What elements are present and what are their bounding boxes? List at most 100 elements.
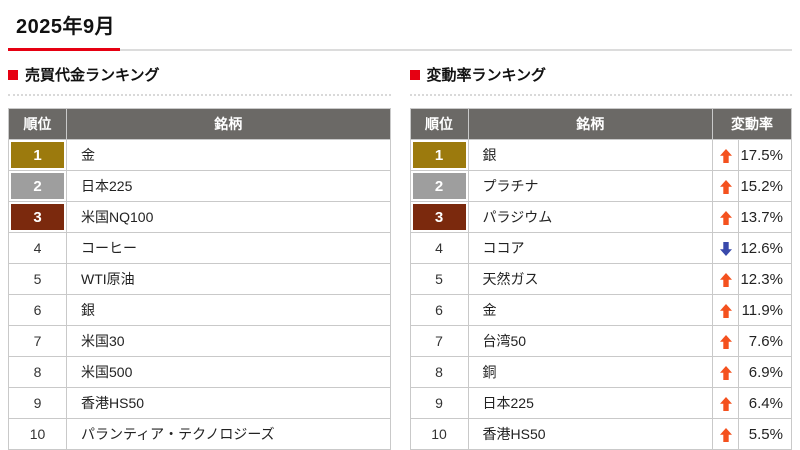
rank-cell: 3 bbox=[409, 201, 469, 233]
table-row: 2 プラチナ 15.2% bbox=[409, 170, 792, 202]
rank-cell: 1 bbox=[8, 139, 67, 171]
change-rate-cell: 11.9% bbox=[738, 294, 792, 326]
rank-cell: 2 bbox=[409, 170, 469, 202]
column-header: 変動率 bbox=[712, 108, 792, 140]
rank-cell: 5 bbox=[8, 263, 67, 295]
table-row: 2 日本225 bbox=[8, 170, 391, 202]
rank-cell: 8 bbox=[409, 356, 469, 388]
rank-cell: 9 bbox=[409, 387, 469, 419]
column-header: 順位 bbox=[8, 108, 67, 140]
table-row: 9 日本225 6.4% bbox=[409, 387, 792, 419]
symbol-name-cell: 金 bbox=[66, 139, 391, 171]
table-row: 7 米国30 bbox=[8, 325, 391, 357]
symbol-name-cell: 天然ガス bbox=[467, 263, 713, 295]
up-arrow-icon bbox=[719, 304, 732, 319]
change-rate-cell: 6.9% bbox=[738, 356, 792, 388]
section-header: 売買代金ランキング bbox=[8, 64, 391, 85]
change-rate-cell: 12.6% bbox=[738, 232, 792, 264]
direction-arrow-cell bbox=[712, 139, 739, 171]
change-rate-cell: 5.5% bbox=[738, 418, 792, 450]
rank-cell: 7 bbox=[409, 325, 469, 357]
symbol-name-cell: 銅 bbox=[467, 356, 713, 388]
section-title: 変動率ランキング bbox=[426, 67, 547, 84]
trading-value-ranking-table: 順位 銘柄 1 金 2 日本225 3 米国NQ100 4 コーヒー 5 WTI原油 6 銀 7 米国30 8 米… bbox=[8, 108, 391, 450]
rank-cell: 7 bbox=[8, 325, 67, 357]
direction-arrow-cell bbox=[712, 263, 739, 295]
symbol-name-cell: 日本225 bbox=[467, 387, 713, 419]
table-row: 8 銅 6.9% bbox=[409, 356, 792, 388]
up-arrow-icon bbox=[719, 366, 732, 381]
symbol-name-cell: 日本225 bbox=[66, 170, 391, 202]
symbol-name-cell: 米国NQ100 bbox=[66, 201, 391, 233]
dotted-divider bbox=[409, 94, 792, 96]
up-arrow-icon bbox=[719, 149, 732, 164]
direction-arrow-cell bbox=[712, 232, 739, 264]
change-rate-cell: 17.5% bbox=[738, 139, 792, 171]
ranking-columns: 売買代金ランキング 順位 銘柄 1 金 2 日本225 3 米国NQ100 4 コーヒー 5 WTI原… bbox=[0, 51, 800, 450]
change-rate-ranking-table: 順位 銘柄 変動率 1 銀 17.5% 2 プラチナ 15.2% 3 パラジウム 13.7% 4 ココア 1… bbox=[409, 108, 792, 450]
dotted-divider bbox=[8, 94, 391, 96]
symbol-name-cell: 銀 bbox=[467, 139, 713, 171]
direction-arrow-cell bbox=[712, 201, 739, 233]
symbol-name-cell: 香港HS50 bbox=[467, 418, 713, 450]
change-rate-cell: 15.2% bbox=[738, 170, 792, 202]
symbol-name-cell: WTI原油 bbox=[66, 263, 391, 295]
up-arrow-icon bbox=[719, 397, 732, 412]
symbol-name-cell: パランティア・テクノロジーズ bbox=[66, 418, 391, 450]
symbol-name-cell: パラジウム bbox=[467, 201, 713, 233]
table-row: 4 コーヒー bbox=[8, 232, 391, 264]
section-trading-value-ranking: 売買代金ランキング 順位 銘柄 1 金 2 日本225 3 米国NQ100 4 コーヒー 5 WTI原… bbox=[8, 51, 391, 450]
table-row: 3 パラジウム 13.7% bbox=[409, 201, 792, 233]
up-arrow-icon bbox=[719, 211, 732, 226]
title-divider-red-segment bbox=[8, 48, 120, 51]
rank-cell: 8 bbox=[8, 356, 67, 388]
column-header: 銘柄 bbox=[66, 108, 391, 140]
table-row: 4 ココア 12.6% bbox=[409, 232, 792, 264]
rank-cell: 1 bbox=[409, 139, 469, 171]
table-row: 7 台湾50 7.6% bbox=[409, 325, 792, 357]
rank-cell: 9 bbox=[8, 387, 67, 419]
table-row: 5 WTI原油 bbox=[8, 263, 391, 295]
direction-arrow-cell bbox=[712, 170, 739, 202]
section-title: 売買代金ランキング bbox=[25, 67, 160, 84]
change-rate-cell: 13.7% bbox=[738, 201, 792, 233]
up-arrow-icon bbox=[719, 335, 732, 350]
symbol-name-cell: ココア bbox=[467, 232, 713, 264]
change-rate-cell: 6.4% bbox=[738, 387, 792, 419]
monthly-ranking-page: 2025年9月 売買代金ランキング 順位 銘柄 1 金 2 日本225 3 米国NQ100 4 コ… bbox=[0, 10, 800, 450]
table-row: 5 天然ガス 12.3% bbox=[409, 263, 792, 295]
symbol-name-cell: 金 bbox=[467, 294, 713, 326]
up-arrow-icon bbox=[719, 428, 732, 443]
table-row: 9 香港HS50 bbox=[8, 387, 391, 419]
table-row: 6 金 11.9% bbox=[409, 294, 792, 326]
rank-cell: 10 bbox=[8, 418, 67, 450]
rank-medal-badge: 3 bbox=[412, 204, 466, 230]
symbol-name-cell: プラチナ bbox=[467, 170, 713, 202]
rank-medal-badge: 1 bbox=[11, 142, 64, 168]
column-header: 銘柄 bbox=[467, 108, 713, 140]
page-title: 2025年9月 bbox=[16, 16, 116, 38]
column-header: 順位 bbox=[409, 108, 469, 140]
section-change-rate-ranking: 変動率ランキング 順位 銘柄 変動率 1 銀 17.5% 2 プラチナ 15.2% 3 パラジウム 1… bbox=[409, 51, 792, 450]
symbol-name-cell: 銀 bbox=[66, 294, 391, 326]
change-rate-cell: 12.3% bbox=[738, 263, 792, 295]
direction-arrow-cell bbox=[712, 325, 739, 357]
rank-medal-badge: 1 bbox=[412, 142, 466, 168]
rank-cell: 6 bbox=[8, 294, 67, 326]
table-row: 10 香港HS50 5.5% bbox=[409, 418, 792, 450]
direction-arrow-cell bbox=[712, 294, 739, 326]
table-row: 1 銀 17.5% bbox=[409, 139, 792, 171]
header-row: 順位 銘柄 bbox=[8, 108, 391, 140]
header-row: 順位 銘柄 変動率 bbox=[409, 108, 792, 140]
direction-arrow-cell bbox=[712, 418, 739, 450]
rank-medal-badge: 2 bbox=[412, 173, 466, 199]
rank-cell: 6 bbox=[409, 294, 469, 326]
up-arrow-icon bbox=[719, 180, 732, 195]
rank-cell: 2 bbox=[8, 170, 67, 202]
change-rate-cell: 7.6% bbox=[738, 325, 792, 357]
up-arrow-icon bbox=[719, 273, 732, 288]
red-square-bullet-icon bbox=[8, 69, 18, 80]
down-arrow-icon bbox=[719, 242, 732, 257]
